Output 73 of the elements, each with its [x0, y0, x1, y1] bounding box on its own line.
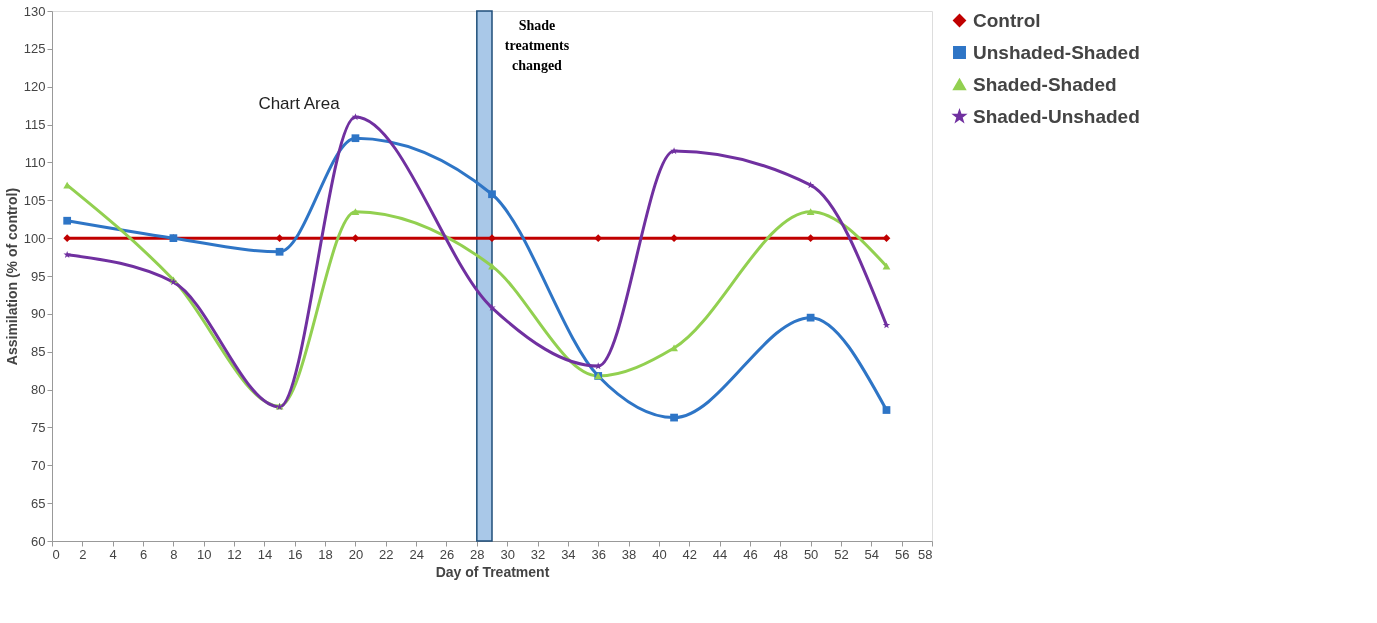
x-tick-label: 16: [288, 546, 303, 562]
point: [882, 321, 891, 329]
y-tick-label: 75: [31, 419, 46, 435]
x-tick-label: 52: [834, 546, 849, 562]
x-tick-label: 20: [348, 546, 364, 562]
y-tick-label: 80: [31, 382, 46, 398]
y-tick-label: 100: [23, 230, 46, 246]
point: [806, 208, 815, 215]
x-tick-label: 56: [894, 546, 910, 562]
y-tick-label: 110: [24, 154, 46, 170]
x-tick-label: 6: [139, 546, 148, 562]
x-tick-label: 18: [318, 546, 333, 562]
point: [275, 234, 284, 243]
y-tick-label: 70: [31, 457, 46, 473]
legend-label: Unshaded-Shaded: [973, 41, 1140, 63]
y-axis-title: Assimilation (% of control): [3, 187, 20, 366]
point: [670, 413, 678, 422]
y-tick-label: 125: [23, 41, 46, 57]
band-label: Shade treatments changed: [504, 18, 570, 73]
point: [806, 234, 815, 243]
point: [882, 406, 891, 414]
x-tick-label: 28: [470, 546, 485, 562]
annotation: Chart Area: [258, 94, 341, 113]
x-tick-label: 0: [52, 546, 60, 562]
x-tick-label: 50: [803, 546, 819, 562]
point: [594, 362, 602, 370]
point: [488, 234, 496, 243]
legend-label: Shaded-Shaded: [973, 73, 1117, 95]
x-tick-label: 26: [439, 546, 455, 562]
x-tick-label: 4: [109, 546, 117, 562]
point: [882, 234, 891, 243]
point: [351, 134, 360, 143]
point: [670, 234, 678, 243]
y-tick-label: 105: [23, 192, 46, 208]
x-tick-label: 22: [379, 546, 394, 562]
y-tick-label: 115: [24, 117, 46, 133]
x-tick-label: 30: [500, 546, 515, 562]
legend-label: Control: [973, 9, 1041, 31]
point: [488, 190, 496, 199]
x-tick-label: 46: [743, 546, 758, 562]
x-tick-label: 12: [227, 546, 242, 562]
point: [351, 208, 360, 215]
point: [63, 216, 72, 225]
point: [351, 234, 360, 243]
x-axis-title: Day of Treatment: [435, 563, 550, 580]
y-tick-label: 65: [31, 495, 46, 511]
x-tick-label: 54: [864, 546, 880, 562]
x-tick-label: 38: [621, 546, 637, 562]
x-tick-label: 14: [257, 546, 273, 562]
y-tick-label: 90: [31, 306, 46, 322]
y-tick-label: 130: [23, 3, 46, 19]
x-tick-label: 48: [773, 546, 789, 562]
point: [882, 262, 891, 270]
x-tick-label: 24: [409, 546, 424, 562]
x-tick-label: 58: [918, 546, 933, 562]
x-tick-label: 42: [682, 546, 697, 562]
x-tick-label: 32: [530, 546, 546, 562]
y-tick-label: 85: [31, 344, 46, 360]
x-tick-label: 2: [79, 546, 87, 562]
x-tick-label: 40: [652, 546, 667, 562]
x-tick-label: 36: [591, 546, 606, 562]
x-tick-label: 8: [170, 546, 178, 562]
point: [806, 313, 815, 322]
point: [488, 262, 496, 270]
y-tick-label: 120: [23, 79, 46, 95]
y-tick-label: 95: [31, 268, 46, 284]
point: [275, 247, 284, 256]
x-tick-label: 10: [196, 546, 212, 562]
point: [670, 147, 678, 155]
x-tick-label: 44: [712, 546, 728, 562]
legend-label: Shaded-Unshaded: [973, 105, 1140, 127]
y-tick-label: 60: [31, 533, 46, 549]
x-tick-label: 34: [561, 546, 576, 562]
